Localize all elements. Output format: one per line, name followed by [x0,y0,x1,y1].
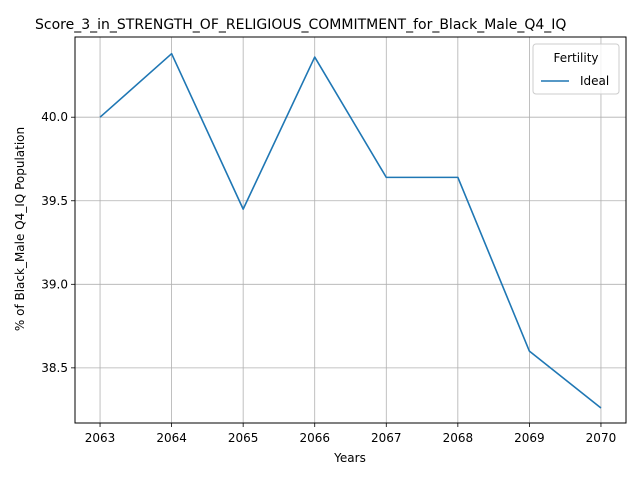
x-tick-label: 2067 [371,431,402,445]
legend: Fertility Ideal [532,43,620,95]
legend-entry-ideal: Ideal [580,74,609,88]
series-line-ideal [99,52,602,409]
y-tick-label: 39.5 [41,194,68,208]
x-tick-label: 2066 [299,431,330,445]
y-tick-label: 38.5 [41,361,68,375]
grid [75,37,626,423]
plot-area-frame [74,36,627,424]
y-tick-label: 39.0 [41,277,68,291]
x-tick-label: 2064 [156,431,187,445]
x-tick-label: 2063 [85,431,116,445]
y-tick-label: 40.0 [41,110,68,124]
x-tick-label: 2068 [443,431,474,445]
x-tick-label: 2065 [228,431,259,445]
x-axis-label: Years [333,451,366,465]
x-tick-label: 2069 [514,431,545,445]
chart-title: Score_3_in_STRENGTH_OF_RELIGIOUS_COMMITM… [35,17,566,33]
x-axis-ticks: 2063 2064 2065 2066 2067 2068 2069 2070 [85,423,616,445]
series-layer [99,52,602,409]
y-axis-label: % of Black_Male Q4_IQ Population [13,127,27,331]
legend-title: Fertility [553,51,598,65]
y-axis-ticks: 38.5 39.0 39.5 40.0 [41,110,75,375]
x-tick-label: 2070 [586,431,617,445]
